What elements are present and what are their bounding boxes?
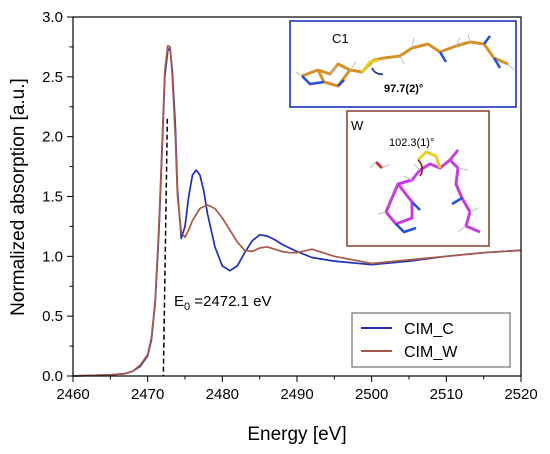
e0-marker-line <box>162 118 169 377</box>
series-layer <box>72 44 522 377</box>
w-molecule-drawing <box>369 149 481 234</box>
y-tick-label: 2.0 <box>42 129 63 146</box>
x-axis-label: Energy [eV] <box>247 424 346 445</box>
axis-tick-labels: 2460 2470 2480 2490 2500 2510 2520 0.0 0.5 1.0 1.5… <box>42 9 538 403</box>
y-tick-label: 2.5 <box>42 69 63 86</box>
e0-value: =2472.1 eV <box>190 293 271 310</box>
x-tick-label: 2510 <box>430 386 463 403</box>
y-tick-label: 0.5 <box>42 308 63 325</box>
y-tick-label: 3.0 <box>42 9 63 26</box>
inset-w-label: W <box>351 118 364 133</box>
e0-annotation: E0 =2472.1 eV <box>174 293 271 313</box>
y-axis-label: Normalized absorption [a.u.] <box>8 78 29 316</box>
c1-molecule-drawing <box>295 33 515 88</box>
y-tick-label: 1.5 <box>42 189 63 206</box>
inset-c1-label: C1 <box>332 31 349 46</box>
inset-c1: C1 97.7(2)° <box>289 20 517 108</box>
x-tick-label: 2480 <box>206 386 239 403</box>
inset-c1-angle: 97.7(2)° <box>384 83 423 95</box>
legend: CIM_C CIM_W <box>351 312 511 368</box>
x-tick-label: 2490 <box>280 386 313 403</box>
legend-label-cim-w: CIM_W <box>404 344 458 361</box>
inset-c1-frame <box>289 20 517 108</box>
inset-w-angle: 102.3(1)° <box>389 137 434 149</box>
x-tick-label: 2460 <box>56 386 89 403</box>
series-line-cim-w <box>72 44 522 377</box>
e0-subscript: 0 <box>184 301 190 313</box>
legend-label-cim-c: CIM_C <box>404 321 454 338</box>
y-tick-label: 1.0 <box>42 248 63 265</box>
legend-frame <box>351 312 511 368</box>
x-tick-label: 2500 <box>355 386 388 403</box>
y-tick-label: 0.0 <box>42 368 63 385</box>
e0-prefix: E <box>174 293 184 310</box>
plot-frame <box>72 16 522 377</box>
inset-w: W 102.3(1)° <box>346 110 490 247</box>
x-tick-label: 2520 <box>504 386 537 403</box>
x-tick-label: 2470 <box>131 386 164 403</box>
